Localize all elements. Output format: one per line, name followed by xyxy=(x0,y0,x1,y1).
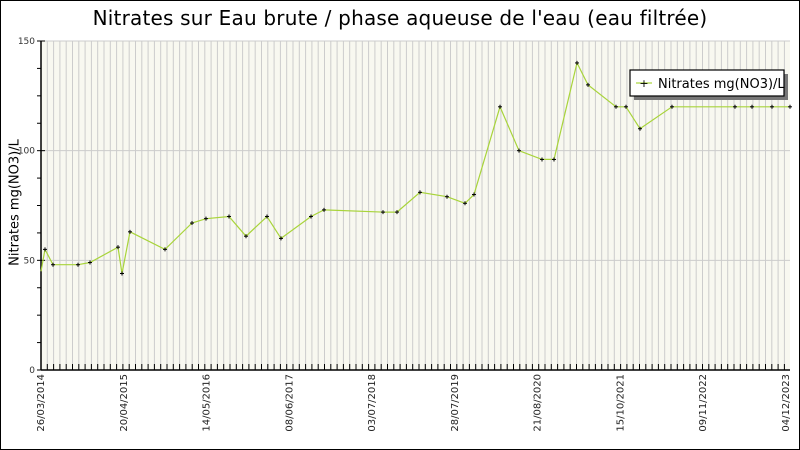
x-axis-labels: 26/03/2014 20/04/2015 14/05/2016 08/06/2017… xyxy=(36,374,792,432)
legend-label: Nitrates mg(NO3)/L xyxy=(658,77,785,92)
legend: + Nitrates mg(NO3)/L xyxy=(629,69,788,100)
x-tick-label: 14/05/2016 xyxy=(202,374,213,432)
x-tick-label: 09/11/2022 xyxy=(698,374,709,432)
x-tick-label: 04/12/2023 xyxy=(781,374,792,432)
svg-text:150: 150 xyxy=(18,37,35,47)
svg-text:0: 0 xyxy=(29,366,35,376)
x-tick-label: 15/10/2021 xyxy=(615,374,626,432)
x-tick-label: 21/08/2020 xyxy=(533,374,544,432)
legend-marker-icon: + xyxy=(639,77,648,90)
x-tick-label: 03/07/2018 xyxy=(367,374,378,432)
chart-title: Nitrates sur Eau brute / phase aqueuse d… xyxy=(92,6,708,30)
x-tick-label: 28/07/2019 xyxy=(450,374,461,432)
x-tick-label: 20/04/2015 xyxy=(119,374,130,432)
svg-text:100: 100 xyxy=(18,147,35,157)
x-axis-ticks xyxy=(40,364,785,370)
y-axis-ticks: 0 50 100 150 xyxy=(18,37,45,376)
horizontal-grid xyxy=(41,40,790,261)
data-markers xyxy=(43,60,792,276)
svg-text:50: 50 xyxy=(24,256,36,266)
x-tick-label: 08/06/2017 xyxy=(284,374,295,432)
x-tick-label: 26/03/2014 xyxy=(36,374,47,432)
